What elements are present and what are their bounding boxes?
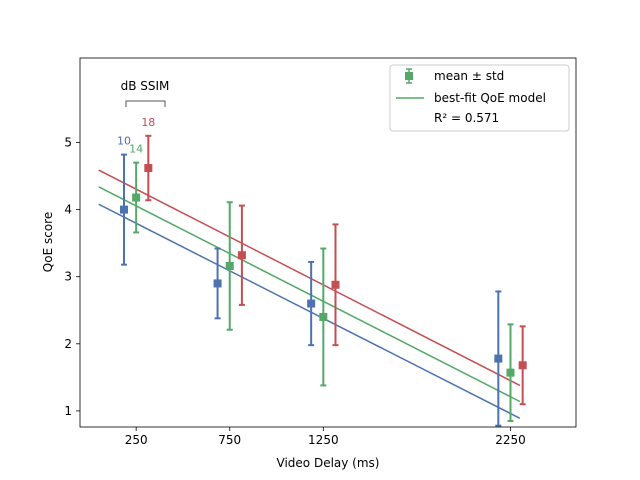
ssim-label-14: 14 xyxy=(129,143,143,156)
mean-marker xyxy=(331,280,340,289)
fit-line-18 xyxy=(98,169,521,387)
mean-marker xyxy=(237,251,246,260)
ssim-bracket-label: dB SSIM xyxy=(121,79,170,93)
mean-marker xyxy=(144,164,153,173)
legend-label-fit: best-fit QoE model xyxy=(434,91,546,105)
y-tick-label: 2 xyxy=(64,337,72,351)
fit-line-10 xyxy=(98,203,521,419)
legend-box xyxy=(389,64,570,132)
data-point-18-2 xyxy=(331,223,340,347)
y-tick-label: 1 xyxy=(64,404,72,418)
data-point-10-1 xyxy=(213,247,222,320)
legend-label-r2: R² = 0.571 xyxy=(434,111,499,125)
legend-label-mean: mean ± std xyxy=(434,69,504,83)
fit-line-14 xyxy=(98,186,521,403)
x-tick-label: 250 xyxy=(125,433,148,447)
data-point-14-2 xyxy=(319,247,328,387)
mean-marker xyxy=(494,354,503,363)
mean-marker xyxy=(119,205,128,214)
data-point-10-0 xyxy=(119,153,128,266)
x-tick-label: 750 xyxy=(218,433,241,447)
x-axis-label: Video Delay (ms) xyxy=(277,456,380,470)
data-point-10-3 xyxy=(494,290,503,427)
data-point-10-2 xyxy=(307,260,316,347)
ssim-annotation: dB SSIM xyxy=(121,79,170,107)
y-tick-label: 5 xyxy=(64,136,72,150)
x-tick-label: 2250 xyxy=(495,433,526,447)
y-tick-label: 3 xyxy=(64,270,72,284)
data-point-14-3 xyxy=(506,323,515,422)
ssim-label-18: 18 xyxy=(141,116,155,129)
mean-marker xyxy=(132,193,141,202)
data-point-18-0 xyxy=(144,134,153,202)
data-point-14-1 xyxy=(225,201,234,331)
mean-marker xyxy=(307,299,316,308)
y-axis-label: QoE score xyxy=(41,212,55,272)
y-tick-label: 4 xyxy=(64,203,72,217)
x-tick-label: 1250 xyxy=(308,433,339,447)
data-point-18-1 xyxy=(237,204,246,306)
legend-marker-mean xyxy=(405,68,413,84)
plot-frame xyxy=(79,57,577,428)
mean-marker xyxy=(213,279,222,288)
mean-marker xyxy=(506,368,515,377)
data-point-14-0 xyxy=(132,161,141,234)
mean-marker xyxy=(225,261,234,270)
data-point-18-3 xyxy=(518,325,527,406)
ssim-label-10: 10 xyxy=(117,135,131,148)
ssim-bracket xyxy=(125,100,166,107)
mean-marker xyxy=(518,361,527,370)
mean-marker xyxy=(319,312,328,321)
legend: mean ± std best-fit QoE model R² = 0.571 xyxy=(389,64,570,132)
axes: 250 750 1250 2250 1 2 3 4 5 xyxy=(64,136,525,447)
